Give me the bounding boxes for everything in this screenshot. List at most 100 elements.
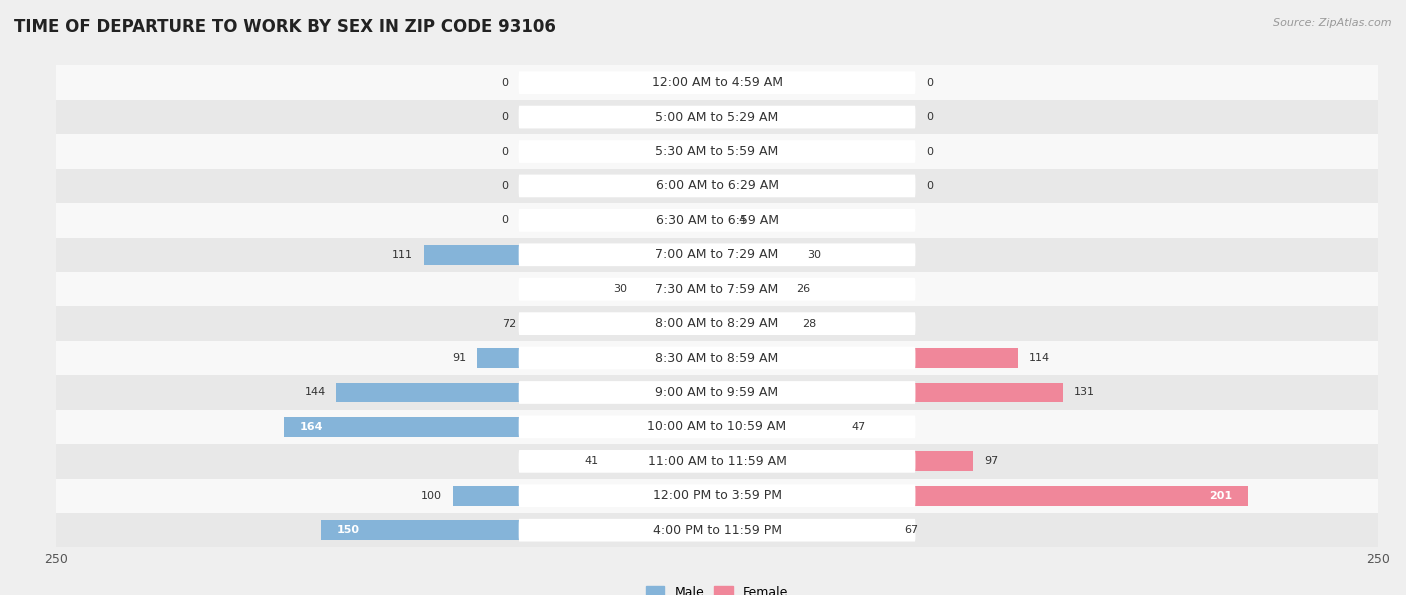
Text: 150: 150 [336,525,360,535]
FancyBboxPatch shape [519,347,915,369]
Text: 6:30 AM to 6:59 AM: 6:30 AM to 6:59 AM [655,214,779,227]
FancyBboxPatch shape [56,237,1378,272]
Text: 7:30 AM to 7:59 AM: 7:30 AM to 7:59 AM [655,283,779,296]
FancyBboxPatch shape [56,203,1378,237]
Text: 131: 131 [1074,387,1095,397]
FancyBboxPatch shape [519,312,915,335]
Text: 67: 67 [904,525,920,535]
Text: 0: 0 [927,146,932,156]
Bar [638,279,717,299]
FancyBboxPatch shape [56,375,1378,410]
Text: 91: 91 [451,353,465,363]
Bar [321,520,717,540]
Text: 0: 0 [927,181,932,191]
Text: 0: 0 [502,181,508,191]
Bar [664,176,717,196]
Text: 0: 0 [927,112,932,122]
Text: 164: 164 [299,422,323,432]
FancyBboxPatch shape [519,415,915,439]
Text: 9:00 AM to 9:59 AM: 9:00 AM to 9:59 AM [655,386,779,399]
FancyBboxPatch shape [519,381,915,404]
Text: 111: 111 [392,250,413,260]
FancyBboxPatch shape [56,169,1378,203]
FancyBboxPatch shape [56,341,1378,375]
Text: 7:00 AM to 7:29 AM: 7:00 AM to 7:29 AM [655,248,779,261]
FancyBboxPatch shape [519,519,915,541]
FancyBboxPatch shape [519,484,915,507]
Bar [717,486,1249,506]
Text: 97: 97 [984,456,998,466]
Text: 12:00 AM to 4:59 AM: 12:00 AM to 4:59 AM [651,76,783,89]
FancyBboxPatch shape [56,410,1378,444]
Bar [717,279,786,299]
Bar [664,142,717,161]
Text: 0: 0 [502,215,508,226]
Text: 8:00 AM to 8:29 AM: 8:00 AM to 8:29 AM [655,317,779,330]
Bar [717,142,770,161]
Bar [717,211,728,230]
FancyBboxPatch shape [56,306,1378,341]
Text: 4: 4 [738,215,745,226]
Bar [609,452,717,471]
Bar [717,245,796,265]
Text: 114: 114 [1029,353,1050,363]
Legend: Male, Female: Male, Female [641,581,793,595]
Text: 144: 144 [305,387,326,397]
Text: 4:00 PM to 11:59 PM: 4:00 PM to 11:59 PM [652,524,782,537]
Text: TIME OF DEPARTURE TO WORK BY SEX IN ZIP CODE 93106: TIME OF DEPARTURE TO WORK BY SEX IN ZIP … [14,18,555,36]
Text: 100: 100 [422,491,441,501]
FancyBboxPatch shape [519,450,915,472]
Text: 30: 30 [807,250,821,260]
FancyBboxPatch shape [519,243,915,266]
Text: 30: 30 [613,284,627,294]
FancyBboxPatch shape [519,174,915,198]
FancyBboxPatch shape [519,140,915,163]
Text: 0: 0 [502,78,508,87]
Text: 11:00 AM to 11:59 AM: 11:00 AM to 11:59 AM [648,455,786,468]
Bar [717,176,770,196]
FancyBboxPatch shape [519,106,915,129]
Text: 0: 0 [502,146,508,156]
Text: 47: 47 [852,422,866,432]
Bar [717,348,1018,368]
Bar [664,73,717,93]
Text: Source: ZipAtlas.com: Source: ZipAtlas.com [1274,18,1392,28]
Bar [717,417,841,437]
Bar [284,417,717,437]
FancyBboxPatch shape [519,278,915,300]
Bar [477,348,717,368]
Bar [717,107,770,127]
FancyBboxPatch shape [56,272,1378,306]
Bar [664,107,717,127]
Bar [717,452,973,471]
Text: 0: 0 [502,112,508,122]
Text: 28: 28 [801,319,815,328]
Bar [717,383,1063,402]
FancyBboxPatch shape [56,65,1378,100]
Bar [423,245,717,265]
Text: 12:00 PM to 3:59 PM: 12:00 PM to 3:59 PM [652,489,782,502]
Text: 8:30 AM to 8:59 AM: 8:30 AM to 8:59 AM [655,352,779,365]
FancyBboxPatch shape [56,478,1378,513]
FancyBboxPatch shape [519,71,915,94]
Text: 5:30 AM to 5:59 AM: 5:30 AM to 5:59 AM [655,145,779,158]
Bar [664,211,717,230]
FancyBboxPatch shape [519,209,915,231]
Text: 201: 201 [1209,491,1233,501]
FancyBboxPatch shape [56,444,1378,478]
Text: 0: 0 [927,78,932,87]
Bar [453,486,717,506]
Bar [717,314,792,334]
Bar [336,383,717,402]
Text: 6:00 AM to 6:29 AM: 6:00 AM to 6:29 AM [655,180,779,192]
Bar [527,314,717,334]
Bar [717,73,770,93]
FancyBboxPatch shape [56,134,1378,169]
Text: 5:00 AM to 5:29 AM: 5:00 AM to 5:29 AM [655,111,779,124]
FancyBboxPatch shape [56,100,1378,134]
Text: 41: 41 [583,456,598,466]
Text: 26: 26 [796,284,810,294]
FancyBboxPatch shape [56,513,1378,547]
Text: 10:00 AM to 10:59 AM: 10:00 AM to 10:59 AM [648,421,786,433]
Bar [717,520,894,540]
